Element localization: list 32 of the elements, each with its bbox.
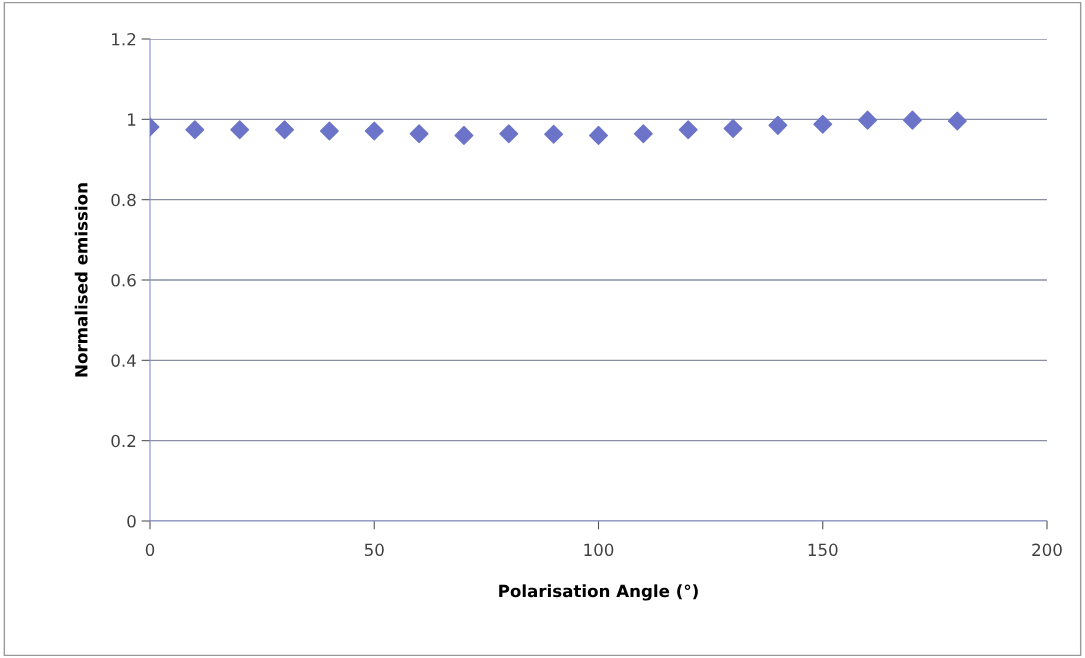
point [454,125,474,145]
point [723,119,743,139]
point [858,110,878,130]
point [230,120,250,140]
point [499,124,519,144]
y-tick-label: 1 [128,113,136,126]
y-tick-label: 0.8 [111,193,136,207]
x-tick-label: 0 [145,543,155,557]
y-tick-label: 1.2 [112,32,136,46]
x-tick-label: 150 [808,543,838,557]
point [902,110,922,130]
point [678,120,698,140]
y-tick-label: 0 [127,514,136,528]
y-tick-label: 0.4 [111,354,136,367]
x-tick-label: 200 [1032,543,1062,557]
point [364,121,384,141]
point [768,115,788,135]
y-axis-title: Normalised emission [74,183,88,377]
point [589,125,608,145]
point [633,124,653,144]
x-axis-title: Polarisation Angle (°) [499,584,698,601]
x-tick-label: 100 [584,543,614,557]
point [319,121,339,141]
point [544,124,564,144]
y-tick-label: 0.2 [111,434,136,448]
point [185,120,205,140]
point [409,124,429,144]
point [947,111,967,131]
point [275,120,295,140]
y-tick-label: 0.6 [111,273,136,287]
x-tick-label: 50 [364,543,384,557]
point [813,114,833,134]
